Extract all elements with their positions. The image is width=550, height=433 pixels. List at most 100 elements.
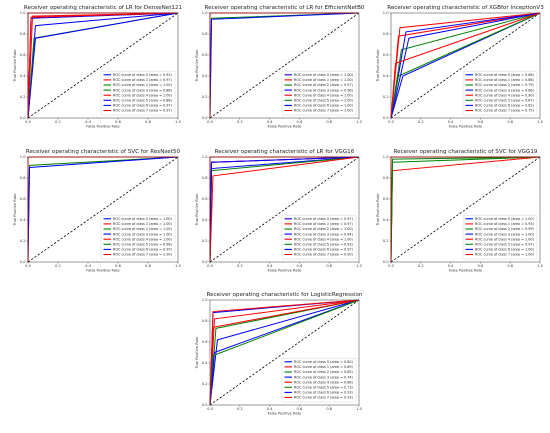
legend-entry: ROC curve of class 2 (area = 0.79): [475, 83, 535, 87]
y-tick-label: 0.6: [383, 197, 389, 201]
x-tick-label: 1.0: [537, 120, 543, 124]
y-tick-label: 0.6: [383, 53, 389, 57]
y-tick-label: 0.4: [202, 218, 208, 222]
legend-entry: ROC curve of class 3 (area = 0.88): [113, 88, 173, 92]
legend-entry: ROC curve of class 2 (area = 1.00): [294, 227, 354, 231]
legend-entry: ROC curve of class 7 (area = 0.75): [475, 109, 535, 113]
legend-entry: ROC curve of class 5 (area = 0.86): [113, 99, 173, 103]
roc-series-line: [390, 12, 541, 119]
legend-entry: ROC curve of class 1 (area = 0.89): [294, 365, 354, 369]
legend-box: [281, 358, 357, 403]
legend-entry: ROC curve of class 5 (area = 0.67): [475, 99, 535, 103]
legend-box: [100, 70, 176, 116]
plot-frame: [27, 156, 179, 263]
legend-entry: ROC curve of class 4 (area = 1.00): [113, 93, 173, 97]
y-tick-label: 0.2: [202, 95, 208, 99]
chart-panel-0: Receiver operating characteristic of LR …: [13, 5, 183, 129]
y-tick-label: 0.0: [202, 260, 208, 264]
x-tick-label: 0.8: [507, 264, 513, 268]
x-tick-label: 0.8: [507, 120, 513, 124]
legend-entry: ROC curve of class 3 (area = 0.86): [475, 88, 535, 92]
x-tick-label: 1.0: [356, 407, 362, 411]
legend-entry: ROC curve of class 5 (area = 1.00): [294, 99, 354, 103]
x-tick-label: 0.4: [448, 120, 454, 124]
legend-entry: ROC curve of class 7 (area = 1.00): [113, 253, 173, 257]
x-tick-label: 0.8: [326, 120, 332, 124]
x-axis-label: False Positive Rate: [449, 125, 483, 129]
chart-panel-3: Receiver operating characteristic of SVC…: [13, 149, 182, 273]
y-tick-label: 0.8: [20, 32, 26, 36]
x-tick-label: 0.8: [145, 264, 151, 268]
legend-entry: ROC curve of class 0 (area = 0.92): [113, 73, 173, 77]
x-tick-label: 0.2: [418, 120, 424, 124]
y-tick-label: 1.0: [383, 155, 389, 159]
roc-series-line: [390, 12, 541, 119]
x-tick-label: 0.4: [85, 264, 91, 268]
plot-frame: [209, 12, 360, 119]
legend-entry: ROC curve of class 2 (area = 0.85): [294, 370, 354, 374]
legend-entry: ROC curve of class 7 (area = 1.00): [475, 253, 535, 257]
y-tick-label: 0.2: [20, 95, 26, 99]
legend-entry: ROC curve of class 5 (area = 0.97): [475, 243, 535, 247]
legend-entry: ROC curve of class 3 (area = 0.94): [294, 232, 354, 236]
legend-entry: ROC curve of class 0 (area = 1.00): [475, 217, 535, 221]
y-tick-label: 0.8: [383, 176, 389, 180]
x-tick-label: 1.0: [356, 264, 362, 268]
legend-entry: ROC curve of class 1 (area = 0.97): [113, 78, 173, 82]
chance-diagonal: [27, 156, 179, 263]
roc-series-line: [209, 299, 360, 406]
x-axis-label: False Positive Rate: [268, 412, 302, 416]
roc-series-line: [27, 12, 179, 119]
y-tick-label: 0.6: [202, 53, 208, 57]
y-tick-label: 0.6: [20, 197, 26, 201]
x-tick-label: 0.6: [478, 264, 484, 268]
chart-panel-4: Receiver operating characteristic of LR …: [195, 149, 363, 273]
x-tick-label: 1.0: [175, 264, 181, 268]
legend: ROC curve of class 0 (area = 1.00) ROC cu…: [462, 214, 538, 260]
x-axis-label: False Positive Rate: [268, 269, 302, 273]
x-tick-label: 0.6: [297, 407, 303, 411]
x-tick-label: 0.4: [267, 407, 273, 411]
x-tick-label: 0.0: [207, 264, 213, 268]
legend-entry: ROC curve of class 2 (area = 1.00): [113, 83, 173, 87]
plot-frame: [27, 12, 179, 119]
y-axis-label: True Positive Rate: [13, 49, 17, 83]
x-tick-label: 0.2: [55, 120, 61, 124]
chart-panel-5: Receiver operating characteristic of SVC…: [376, 149, 544, 273]
y-tick-label: 0.2: [202, 382, 208, 386]
legend-box: [281, 70, 357, 116]
y-tick-label: 0.0: [202, 116, 208, 120]
legend-entry: ROC curve of class 3 (area = 0.96): [294, 88, 354, 92]
x-tick-label: 0.6: [478, 120, 484, 124]
chart-title: Receiver operating characteristic of SVC…: [394, 149, 538, 155]
legend-entry: ROC curve of class 0 (area = 0.80): [294, 360, 354, 364]
legend: ROC curve of class 0 (area = 0.92)ROC cu…: [100, 70, 176, 116]
legend: ROC curve of class 0 (area = 1.00)ROC cu…: [100, 214, 176, 260]
x-tick-label: 0.6: [115, 120, 121, 124]
y-tick-label: 1.0: [383, 11, 389, 15]
legend-box: [462, 70, 538, 116]
legend-entry: ROC curve of class 1 (area = 1.00): [113, 222, 173, 226]
legend-entry: ROC curve of class 2 (area = 1.00): [113, 227, 173, 231]
x-tick-label: 0.2: [237, 264, 243, 268]
legend: ROC curve of class 0 (area = 0.66)ROC cu…: [462, 70, 538, 116]
legend-entry: ROC curve of class 7 (area = 0.90): [294, 253, 354, 257]
x-tick-label: 0.6: [115, 264, 121, 268]
x-tick-label: 0.0: [388, 264, 394, 268]
x-tick-label: 0.8: [326, 407, 332, 411]
plot-frame: [390, 12, 541, 119]
x-tick-label: 0.0: [207, 407, 213, 411]
y-tick-label: 0.4: [202, 74, 208, 78]
chart-title: Receiver operating characteristic of SVC…: [26, 149, 181, 155]
chance-diagonal: [27, 12, 179, 119]
y-tick-label: 1.0: [202, 11, 208, 15]
y-tick-label: 0.0: [202, 403, 208, 407]
x-tick-label: 0.2: [418, 264, 424, 268]
legend-entry: ROC curve of class 4 (area = 0.86): [294, 380, 354, 384]
y-tick-label: 0.6: [202, 340, 208, 344]
legend-entry: ROC curve of class 0 (area = 1.00): [294, 73, 354, 77]
chart-title: Receiver operating characteristic for Lo…: [207, 292, 363, 298]
x-tick-label: 1.0: [537, 264, 543, 268]
y-tick-label: 0.0: [20, 116, 26, 120]
